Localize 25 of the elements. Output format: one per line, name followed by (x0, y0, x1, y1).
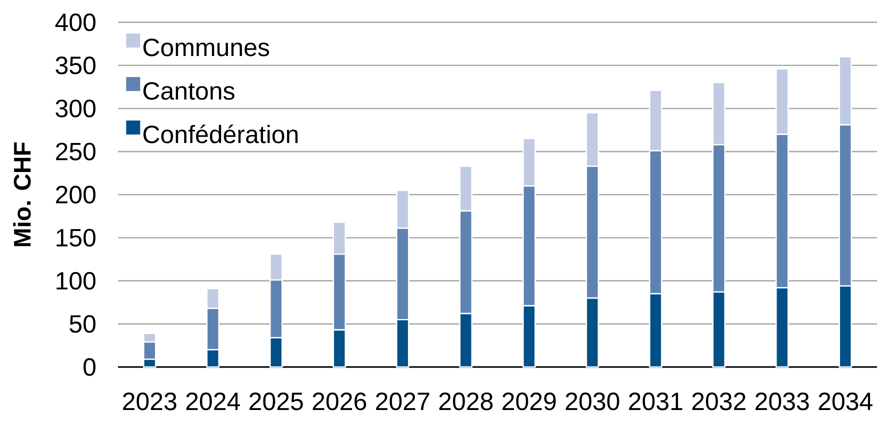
x-tick-label: 2030 (566, 392, 620, 410)
y-tick-label: 150 (56, 228, 96, 247)
x-tick-label: 2026 (312, 392, 366, 410)
legend-label: Communes (143, 38, 270, 56)
x-tick-label: 2028 (439, 392, 493, 410)
x-tick-label: 2027 (376, 392, 430, 410)
y-tick-label: 400 (55, 13, 96, 32)
x-tick-label: 2031 (629, 392, 682, 410)
y-tick-label: 0 (84, 358, 96, 376)
legend-label: Cantons (143, 82, 234, 100)
y-tick-label: 300 (56, 100, 96, 118)
x-tick-label: 2029 (502, 392, 556, 410)
x-tick-label: 2024 (186, 392, 240, 410)
y-tick-label: 250 (56, 142, 96, 160)
y-tick-label: 200 (56, 186, 96, 204)
y-tick-label: 50 (70, 315, 96, 333)
y-tick-label: 350 (56, 56, 96, 74)
x-tick-label: 2033 (756, 392, 809, 410)
x-tick-label: 2034 (818, 392, 872, 410)
x-tick-label: 2023 (123, 392, 176, 410)
x-tick-label: 2025 (250, 392, 303, 410)
y-tick-label: 100 (56, 272, 96, 290)
x-tick-label: 2032 (692, 392, 746, 410)
legend-label: Confédération (143, 124, 298, 144)
y-axis-title: Mio. CHF (13, 142, 31, 246)
